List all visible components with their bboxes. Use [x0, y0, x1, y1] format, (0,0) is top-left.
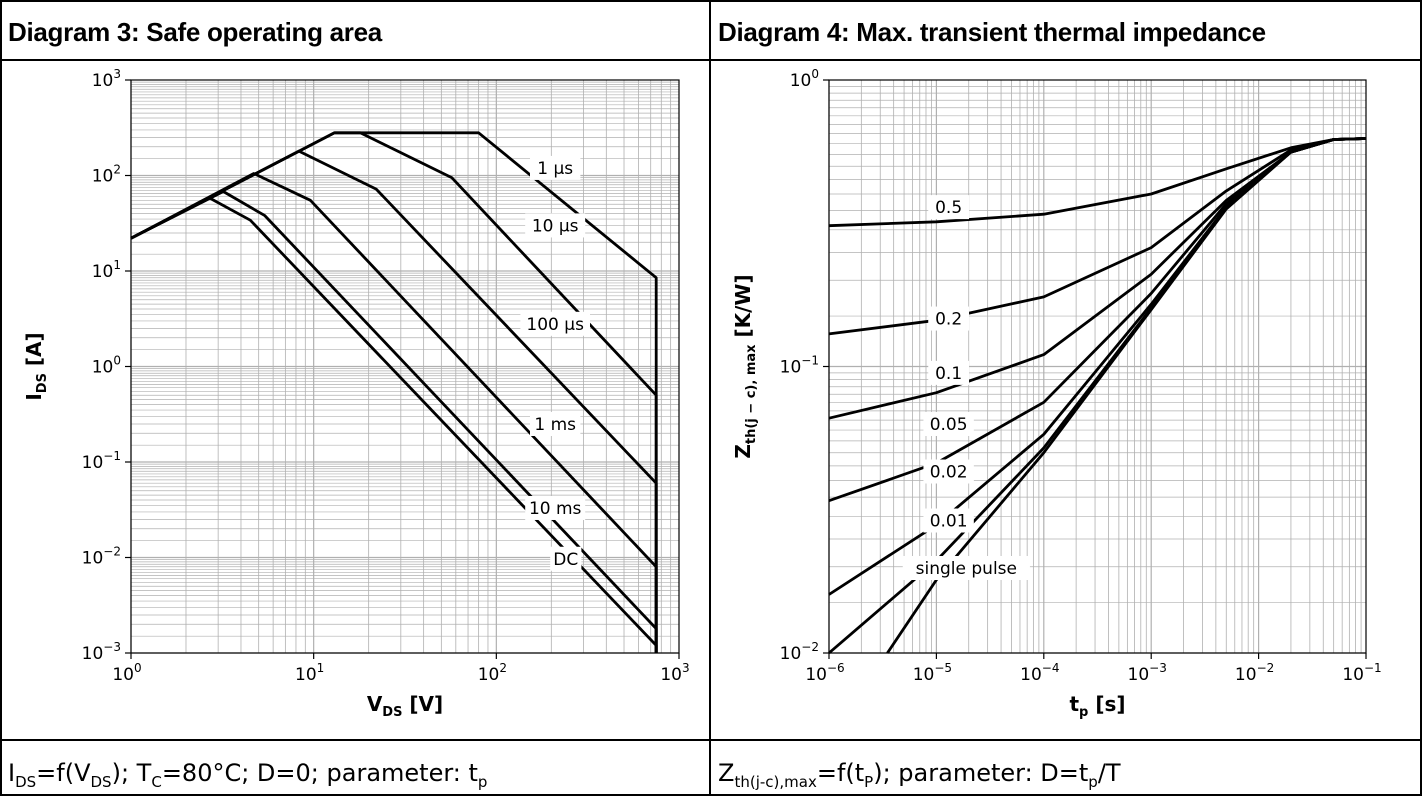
series-line-2	[130, 131, 658, 653]
grid	[828, 80, 1366, 654]
series-label-bg	[520, 311, 590, 336]
y-tick-label: 10−2	[82, 545, 121, 569]
x-tick-label: 102	[478, 661, 507, 685]
series-label-5: 0.02	[930, 463, 968, 483]
x-axis-label: tp [s]	[1069, 692, 1125, 720]
x-tick-label: 10−4	[1020, 661, 1059, 685]
series-label-bg	[550, 546, 582, 571]
x-tick-label: 10−3	[1128, 661, 1167, 685]
y-tick-label: 10−3	[82, 640, 121, 664]
panel-2-title: Diagram 4: Max. transient thermal impeda…	[718, 17, 1266, 47]
series-label-6: 0.01	[930, 512, 968, 532]
series-line-4	[828, 137, 1367, 503]
series-label-1: 1 µs	[537, 159, 573, 179]
series-label-4: 0.05	[930, 415, 968, 435]
series-line-4	[130, 172, 658, 653]
soa-chart: 100 101 102 103 10−3 10−2 10−1 100 101 102 103 VDS …	[22, 67, 690, 720]
series-label-4: 1 ms	[534, 415, 576, 435]
series-label-5: 10 ms	[529, 499, 582, 519]
series-label-bg	[928, 360, 970, 385]
x-tick-label: 10−6	[805, 661, 844, 685]
x-tick-label: 100	[112, 661, 141, 685]
series-label-2: 10 µs	[532, 216, 579, 236]
series-label-bg	[928, 195, 970, 220]
series-line-1	[828, 137, 1367, 228]
y-tick-label: 101	[92, 258, 121, 282]
y-tick-label: 100	[790, 67, 819, 91]
series-label-bg	[928, 306, 970, 331]
series-label-bg	[923, 459, 974, 484]
series-label-bg	[923, 508, 974, 533]
x-tick-label: 10−2	[1235, 661, 1274, 685]
y-tick-label: 10−1	[780, 354, 819, 378]
series-label-3: 0.1	[935, 364, 962, 384]
series-label-bg	[923, 411, 974, 436]
y-tick-label: 100	[92, 354, 121, 378]
panel-2-caption: Zth(j-c),max=f(tP); parameter: D=tp/T	[718, 759, 1121, 791]
panel-1-caption: IDS=f(VDS); TC=80°C; D=0; parameter: tp	[8, 759, 488, 791]
series-label-bg	[529, 155, 581, 180]
y-axis-label: IDS [A]	[22, 332, 50, 400]
x-axis-label: VDS [V]	[367, 692, 443, 720]
x-tick-label: 10−5	[913, 661, 952, 685]
series-label-6: DC	[553, 550, 578, 570]
series-label-7: single pulse	[916, 559, 1017, 579]
series-label-bg	[525, 213, 586, 238]
series-line-2	[828, 137, 1367, 336]
y-tick-label: 10−1	[82, 449, 121, 473]
series-line-6	[130, 196, 658, 653]
y-axis-label: Zth(j − c), max [K/W]	[731, 274, 759, 458]
series-label-bg	[529, 411, 581, 436]
y-tick-label: 10−2	[780, 640, 819, 664]
series-label-bg	[525, 495, 586, 520]
series-label-1: 0.5	[935, 198, 962, 218]
series-label-bg	[902, 556, 1030, 581]
y-tick-label: 102	[92, 163, 121, 187]
x-tick-label: 103	[660, 661, 689, 685]
series-label-3: 100 µs	[526, 315, 584, 335]
y-tick-label: 103	[92, 67, 121, 91]
series-label-2: 0.2	[935, 310, 962, 330]
thermal-impedance-chart: 10−6 10−5 10−4 10−3 10−2 10−1 10−2 10−1 100 tp [s…	[731, 67, 1382, 720]
x-tick-label: 101	[295, 661, 324, 685]
series-line-1	[130, 131, 658, 653]
panel-1-title: Diagram 3: Safe operating area	[8, 17, 382, 47]
x-tick-label: 10−1	[1342, 661, 1381, 685]
